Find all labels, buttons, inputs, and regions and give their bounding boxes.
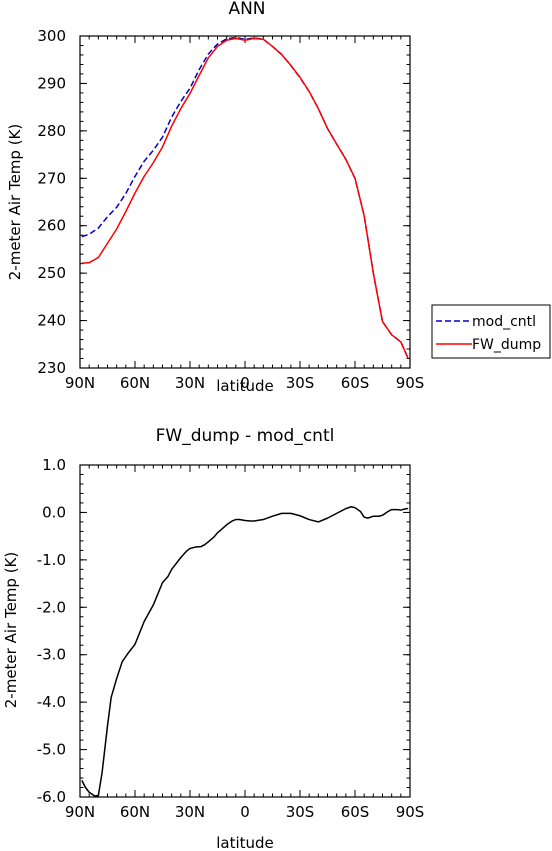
- legend: mod_cntl FW_dump: [431, 304, 551, 359]
- x-tick-label: 60N: [120, 803, 150, 821]
- legend-label-fw-dump: FW_dump: [472, 337, 541, 353]
- x-tick-label: 30N: [175, 803, 205, 821]
- x-tick-label: 60S: [341, 374, 370, 392]
- y-tick-label: 300: [37, 27, 66, 45]
- y-tick-label: 230: [37, 359, 66, 377]
- top-y-axis-title: 2-meter Air Temp (K): [6, 124, 24, 281]
- bottom-x-axis-title: latitude: [216, 834, 274, 851]
- x-tick-label: 60N: [120, 374, 150, 392]
- y-tick-label: -5.0: [37, 741, 66, 759]
- bottom-panel: FW_dump - mod_cntl 90N 60N 30N 0 30S 60S 90S -6…: [2, 426, 424, 851]
- y-tick-label: 270: [37, 169, 66, 187]
- x-tick-label: 90N: [65, 803, 95, 821]
- bottom-plot-title: FW_dump - mod_cntl: [156, 426, 335, 446]
- bottom-y-axis-title: 2-meter Air Temp (K): [2, 552, 20, 709]
- x-tick-label: 60S: [341, 803, 370, 821]
- y-tick-label: 1.0: [42, 456, 66, 474]
- bottom-plot-frame: [79, 464, 411, 798]
- series-line-series-0: [81, 505, 409, 797]
- legend-label-mod-cntl: mod_cntl: [472, 314, 536, 330]
- x-tick-label: 30N: [175, 374, 205, 392]
- y-tick-label: 250: [37, 264, 66, 282]
- x-tick-label: 0: [240, 803, 250, 821]
- y-tick-label: 260: [37, 217, 66, 235]
- y-tick-label: 290: [37, 74, 66, 92]
- y-tick-label: -2.0: [37, 598, 66, 616]
- x-tick-label: 30S: [286, 803, 315, 821]
- x-tick-label: 90N: [65, 374, 95, 392]
- top-panel: ANN 90N 60N 30N 0 30S 60S 90S 230 240 250 260 270 28…: [6, 0, 424, 395]
- y-tick-label: 0.0: [42, 503, 66, 521]
- y-tick-label: 280: [37, 122, 66, 140]
- y-tick-label: -4.0: [37, 693, 66, 711]
- top-plot-title: ANN: [228, 0, 265, 19]
- x-tick-label: 90S: [396, 374, 425, 392]
- top-x-axis-title: latitude: [216, 377, 274, 395]
- top-plot-frame: [79, 35, 411, 369]
- x-tick-label: 30S: [286, 374, 315, 392]
- x-tick-label: 90S: [396, 803, 425, 821]
- legend-box: [431, 304, 551, 359]
- y-tick-label: -1.0: [37, 551, 66, 569]
- y-tick-label: -6.0: [37, 788, 66, 806]
- y-tick-label: 240: [37, 312, 66, 330]
- x-tick-label: 0: [240, 374, 250, 392]
- series-line-FW-dump: [81, 37, 409, 359]
- y-tick-label: -3.0: [37, 646, 66, 664]
